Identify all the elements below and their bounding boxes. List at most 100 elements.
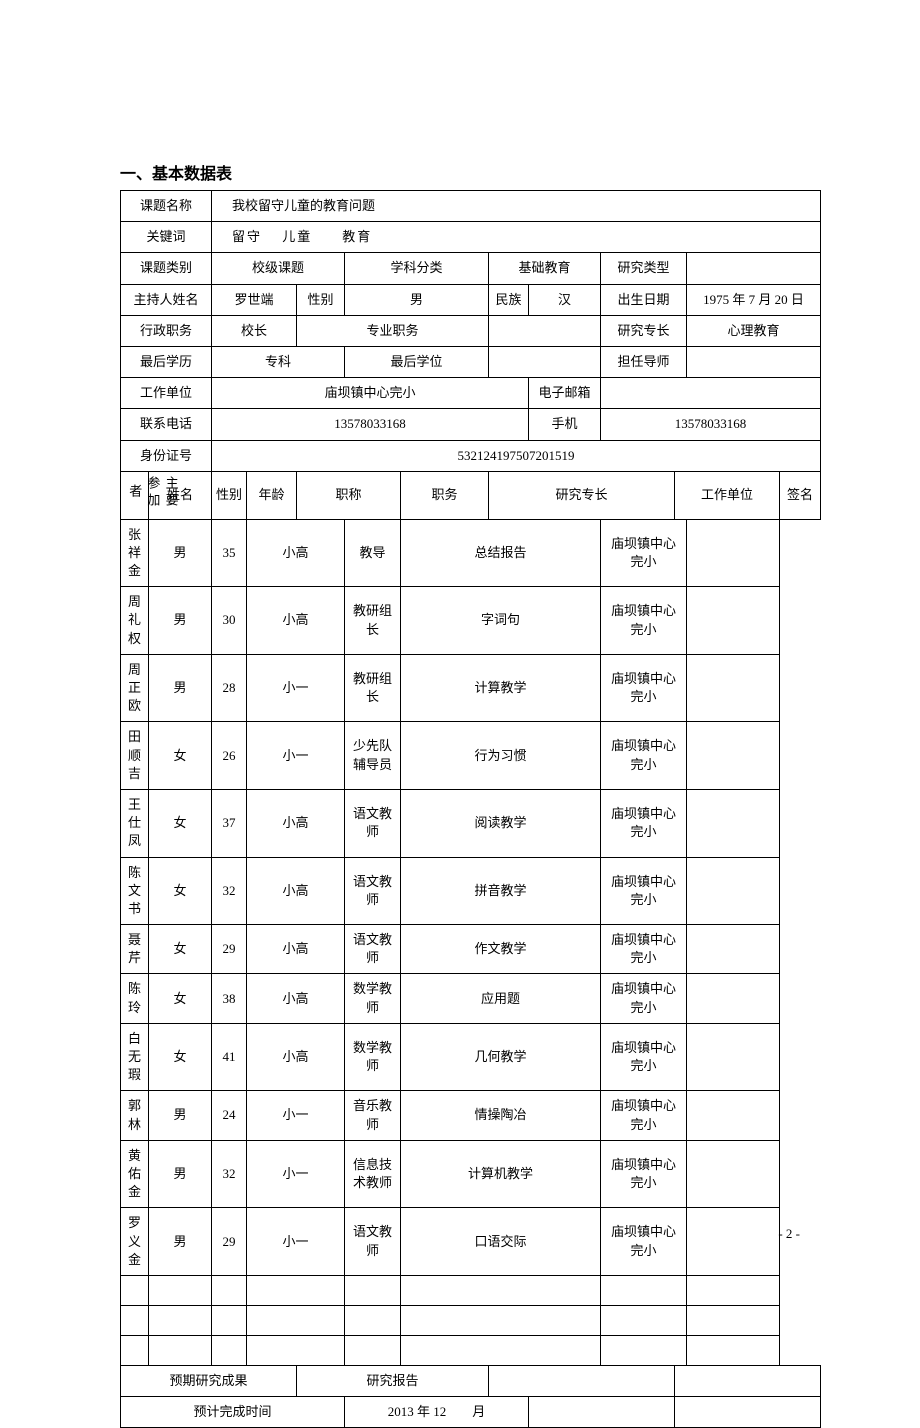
p-age: [212, 1305, 247, 1335]
p-title: 小高: [247, 1023, 345, 1091]
p-sign: [687, 519, 780, 587]
p-gender: 女: [149, 974, 212, 1023]
p-title: [247, 1335, 345, 1365]
blank3: [529, 1397, 675, 1428]
p-title: 小一: [247, 1208, 345, 1276]
label-education: 最后学历: [121, 346, 212, 377]
ph-title: 职称: [297, 471, 401, 519]
table-row: 陈 玲女38小高数学教师应用题庙坝镇中心完小: [121, 974, 821, 1023]
p-sign: [687, 1335, 780, 1365]
p-gender: 男: [149, 519, 212, 587]
p-age: 26: [212, 722, 247, 790]
p-age: 28: [212, 654, 247, 722]
val-expected-result: 研究报告: [297, 1365, 489, 1396]
ph-age: 年龄: [247, 471, 297, 519]
label-participants: 主要参加者: [121, 471, 149, 519]
p-gender: 女: [149, 925, 212, 974]
ph-gender: 性别: [212, 471, 247, 519]
p-gender: 女: [149, 722, 212, 790]
table-row: 白无瑕女41小高数学教师几何教学庙坝镇中心完小: [121, 1023, 821, 1091]
p-post: 语文教师: [345, 925, 401, 974]
label-project-type: 课题类别: [121, 253, 212, 284]
p-specialty: [401, 1305, 601, 1335]
p-name: 周正欧: [121, 654, 149, 722]
p-sign: [687, 1275, 780, 1305]
p-unit: 庙坝镇中心完小: [601, 722, 687, 790]
p-name: [121, 1335, 149, 1365]
label-keywords: 关键词: [121, 222, 212, 253]
p-name: 郭 林: [121, 1091, 149, 1140]
p-unit: 庙坝镇中心完小: [601, 1091, 687, 1140]
p-sign: [687, 1305, 780, 1335]
p-specialty: 行为习惯: [401, 722, 601, 790]
p-age: 35: [212, 519, 247, 587]
p-sign: [687, 1140, 780, 1208]
p-sign: [687, 857, 780, 925]
p-sign: [687, 587, 780, 655]
p-age: [212, 1275, 247, 1305]
table-row: 周正欧男28小一教研组长计算教学庙坝镇中心完小: [121, 654, 821, 722]
val-research-type: [687, 253, 821, 284]
p-unit: [601, 1275, 687, 1305]
p-sign: [687, 654, 780, 722]
val-phone: 13578033168: [212, 409, 529, 440]
p-title: 小一: [247, 1091, 345, 1140]
label-advisor: 担任导师: [601, 346, 687, 377]
table-row: [121, 1305, 821, 1335]
table-row: 周礼权男30小高教研组长字词句庙坝镇中心完小: [121, 587, 821, 655]
p-name: 田顺吉: [121, 722, 149, 790]
p-specialty: 总结报告: [401, 519, 601, 587]
p-specialty: 作文教学: [401, 925, 601, 974]
p-name: [121, 1305, 149, 1335]
p-name: 陈文书: [121, 857, 149, 925]
p-unit: 庙坝镇中心完小: [601, 519, 687, 587]
val-admin-post: 校长: [212, 315, 297, 346]
p-title: 小高: [247, 789, 345, 857]
p-name: 聂 芹: [121, 925, 149, 974]
p-post: 数学教师: [345, 1023, 401, 1091]
p-sign: [687, 789, 780, 857]
ph-unit: 工作单位: [675, 471, 780, 519]
p-post: 音乐教师: [345, 1091, 401, 1140]
p-name: 张祥金: [121, 519, 149, 587]
p-gender: 男: [149, 1140, 212, 1208]
p-post: [345, 1275, 401, 1305]
section-title: 一、基本数据表: [120, 160, 800, 184]
p-gender: 男: [149, 654, 212, 722]
p-unit: 庙坝镇中心完小: [601, 974, 687, 1023]
p-age: 37: [212, 789, 247, 857]
p-specialty: 阅读教学: [401, 789, 601, 857]
p-unit: [601, 1305, 687, 1335]
ph-specialty: 研究专长: [489, 471, 675, 519]
label-subject: 学科分类: [345, 253, 489, 284]
p-sign: [687, 1208, 780, 1276]
p-gender: 女: [149, 789, 212, 857]
p-gender: 男: [149, 1208, 212, 1276]
p-age: 30: [212, 587, 247, 655]
val-gender: 男: [345, 284, 489, 315]
p-post: 信息技术教师: [345, 1140, 401, 1208]
p-specialty: 情操陶冶: [401, 1091, 601, 1140]
table-row: 王仕凤女37小高语文教师阅读教学庙坝镇中心完小: [121, 789, 821, 857]
p-specialty: [401, 1275, 601, 1305]
p-name: 罗义金: [121, 1208, 149, 1276]
val-expected-time: 2013 年 12 月: [345, 1397, 529, 1428]
p-age: 29: [212, 1208, 247, 1276]
p-title: [247, 1275, 345, 1305]
p-specialty: 几何教学: [401, 1023, 601, 1091]
p-specialty: [401, 1335, 601, 1365]
val-degree: [489, 346, 601, 377]
table-row: 聂 芹女29小高语文教师作文教学庙坝镇中心完小: [121, 925, 821, 974]
p-specialty: 计算机教学: [401, 1140, 601, 1208]
label-birthdate: 出生日期: [601, 284, 687, 315]
p-gender: 男: [149, 1091, 212, 1140]
p-post: 教研组长: [345, 587, 401, 655]
val-mobile: 13578033168: [601, 409, 821, 440]
data-table: 课题名称 我校留守儿童的教育问题 关键词 留守 儿童 教育 课题类别 校级课题 …: [120, 190, 821, 1428]
p-name: 黄佑金: [121, 1140, 149, 1208]
p-post: 语文教师: [345, 857, 401, 925]
val-specialty: 心理教育: [687, 315, 821, 346]
p-title: [247, 1305, 345, 1335]
p-unit: 庙坝镇中心完小: [601, 789, 687, 857]
p-post: [345, 1335, 401, 1365]
